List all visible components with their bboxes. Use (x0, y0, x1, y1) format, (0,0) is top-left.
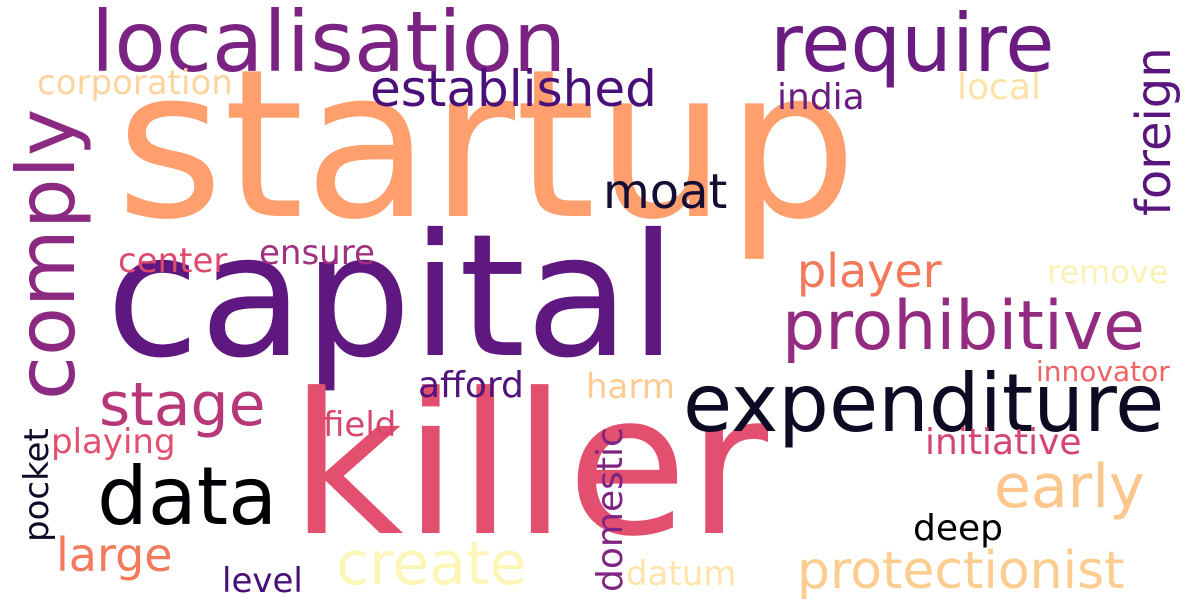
word-stage: stage (99, 370, 266, 440)
word-established: established (370, 60, 657, 118)
word-playing: playing (51, 422, 176, 462)
word-expenditure: expenditure (683, 357, 1165, 450)
word-field: field (323, 405, 397, 445)
word-remove: remove (1047, 253, 1169, 291)
word-innovator: innovator (1036, 355, 1170, 388)
word-ensure: ensure (259, 233, 375, 273)
word-pocket: pocket (17, 428, 57, 542)
word-data: data (97, 450, 278, 543)
word-player: player (797, 244, 942, 298)
word-killer: killer (290, 352, 769, 580)
word-foreign: foreign (1126, 47, 1182, 216)
word-large: large (56, 528, 173, 582)
word-local: local (957, 67, 1041, 108)
word-comply: comply (0, 108, 93, 400)
word-deep: deep (913, 508, 1003, 549)
word-india: india (777, 77, 865, 118)
word-startup: startup (116, 25, 858, 265)
word-prohibitive: prohibitive (782, 287, 1145, 366)
word-capital: capital (106, 198, 677, 396)
word-protectionist: protectionist (797, 541, 1125, 600)
word-afford: afford (418, 365, 524, 406)
word-level: level (222, 561, 303, 600)
word-localisation: localisation (91, 0, 567, 91)
word-early: early (994, 452, 1145, 522)
word-require: require (770, 0, 1055, 90)
word-harm: harm (586, 367, 675, 407)
word-create: create (336, 529, 527, 599)
word-moat: moat (603, 164, 728, 220)
word-corporation: corporation (37, 63, 233, 103)
word-initiative: initiative (925, 422, 1082, 463)
word-datum: datum (626, 554, 737, 594)
word-center: center (118, 241, 228, 281)
word-domestic: domestic (590, 427, 631, 592)
